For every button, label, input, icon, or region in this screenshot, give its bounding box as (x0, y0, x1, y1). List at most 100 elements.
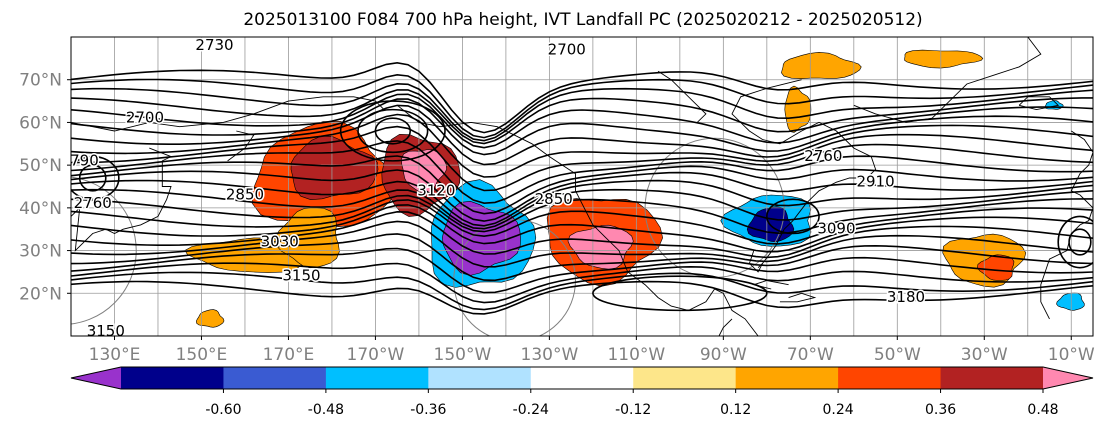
range-ring (71, 176, 137, 325)
contour-label: 3180 (887, 288, 925, 306)
height-contour (71, 194, 1093, 235)
colorbar-outline (70, 366, 1094, 390)
height-contour (71, 247, 1093, 294)
colorbar-segment (223, 367, 327, 389)
lat-tick-label: 40°N (19, 199, 62, 219)
map-frame (70, 36, 1094, 337)
colorbar-tick-label: -0.36 (410, 402, 446, 418)
contour-label: 2850 (226, 186, 264, 204)
contour-label: 3150 (87, 322, 125, 340)
contour-label: 2700 (126, 109, 164, 127)
coastline (853, 37, 1042, 123)
colorbar-tick-label: 0.48 (1027, 402, 1058, 418)
latitude-ticks: 20°N 30°N 40°N 50°N 60°N 70°N (19, 71, 71, 304)
height-contour (71, 169, 1093, 222)
coastline (71, 147, 173, 252)
coastline (1040, 130, 1093, 320)
ivt-region (567, 224, 634, 270)
height-contour (71, 98, 1093, 156)
contour-label: 2760 (804, 147, 842, 165)
colorbar-segment (530, 367, 634, 389)
colorbar-extend-low (71, 367, 121, 389)
colorbar-ticks: -0.60 -0.48 -0.36 -0.24 -0.12 0.12 0.24 0.36 0.4… (205, 389, 1059, 418)
colorbar-tick-label: -0.12 (615, 402, 651, 418)
height-contour (71, 89, 1093, 145)
contour-label: 3120 (417, 181, 455, 199)
coastline (748, 250, 763, 273)
contour-label: 2730 (195, 36, 233, 54)
height-contour (71, 188, 1093, 230)
ivt-region (784, 85, 812, 133)
height-contour (1057, 215, 1093, 269)
contour-label: 2760 (74, 194, 112, 212)
lon-tick-label: 10°W (1048, 345, 1095, 365)
height-contour (339, 100, 446, 162)
colorbar (70, 366, 1094, 390)
height-contour (71, 204, 1093, 253)
height-contour (1068, 228, 1092, 256)
lon-tick-label: 70°W (787, 345, 834, 365)
contour-label: 2910 (856, 173, 894, 191)
ivt-region (195, 309, 225, 328)
colorbar-segment (121, 367, 224, 389)
longitude-ticks: 130°E 150°E 170°E 170°W 150°W 130°W 110°W 90°W 7… (89, 336, 1095, 365)
colorbar-tick-label: 0.36 (925, 402, 956, 418)
height-contours (71, 61, 1093, 315)
colorbar-tick-label: 0.24 (823, 402, 854, 418)
lat-tick-label: 30°N (19, 242, 62, 262)
colorbar-segment (940, 367, 1044, 389)
lon-tick-label: 110°W (607, 345, 665, 365)
height-contour (71, 93, 1093, 149)
colorbar-tick-label: -0.24 (513, 402, 549, 418)
map-area: 2730 2700 2790 2760 2850 3030 3150 3120 2850 3180… (61, 36, 1093, 340)
graticule (71, 37, 1093, 336)
height-contour (71, 262, 1093, 304)
height-contour (592, 275, 768, 312)
height-contour (71, 155, 1093, 215)
height-contour (71, 220, 1093, 268)
height-contour (71, 233, 1093, 282)
lat-tick-label: 60°N (19, 113, 62, 133)
contour-label: 2700 (548, 40, 586, 58)
coastline (779, 292, 817, 303)
coastline (731, 79, 877, 269)
coastline (752, 280, 789, 290)
height-contour (71, 155, 120, 201)
coastline (718, 318, 733, 336)
chart-title: 2025013100 F084 700 hPa height, IVT Land… (243, 10, 922, 30)
height-contour (71, 61, 1093, 134)
colorbar-tick-label: 0.12 (720, 402, 751, 418)
height-contour (71, 210, 1093, 259)
contour-labels: 2730 2700 2790 2760 2850 3030 3150 3120 2850 3180… (61, 36, 927, 340)
colorbar-segment (633, 367, 737, 389)
height-contour (71, 113, 1093, 178)
lat-tick-label: 70°N (19, 71, 62, 91)
lon-tick-label: 150°W (434, 345, 492, 365)
colorbar-segment (735, 367, 839, 389)
height-contour (78, 164, 107, 192)
coastline (1018, 96, 1060, 111)
lat-tick-label: 50°N (19, 156, 62, 176)
lon-tick-label: 90°W (700, 345, 747, 365)
height-contour (374, 117, 412, 145)
contour-label: 2790 (61, 151, 99, 169)
contour-label: 2850 (535, 190, 573, 208)
lon-tick-label: 170°E (263, 345, 315, 365)
height-contour (71, 82, 1093, 142)
contour-label: 3150 (282, 267, 320, 285)
height-contour (766, 198, 820, 235)
height-contour (71, 104, 1093, 166)
ivt-region (977, 254, 1015, 281)
lon-tick-label: 130°W (521, 345, 579, 365)
lon-tick-label: 170°W (347, 345, 405, 365)
height-contour (71, 280, 1093, 315)
colorbar-tick-label: -0.60 (205, 402, 241, 418)
contour-label: 3030 (261, 233, 299, 251)
height-contour (71, 271, 1093, 311)
colorbar-segment (838, 367, 942, 389)
height-contour (357, 108, 429, 154)
lon-tick-label: 130°E (89, 345, 141, 365)
height-contour (71, 179, 1093, 227)
height-contour (71, 199, 1093, 245)
lat-tick-label: 20°N (19, 284, 62, 304)
